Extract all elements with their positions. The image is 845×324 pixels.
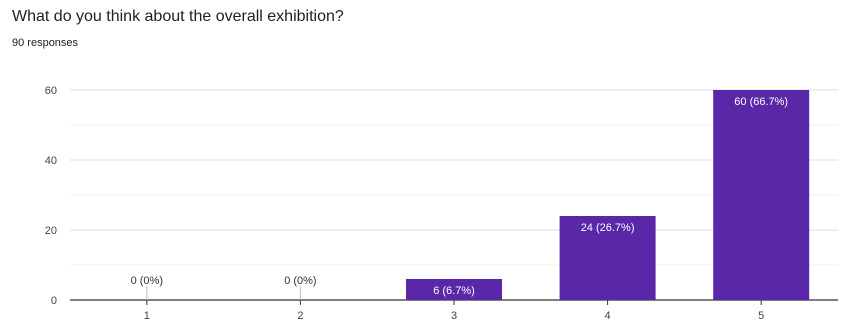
question-title: What do you think about the overall exhi…: [12, 8, 344, 25]
data-label: 60 (66.7%): [734, 96, 788, 108]
y-tick-label: 60: [45, 85, 57, 97]
y-tick-label: 0: [51, 295, 57, 307]
y-tick-label: 40: [45, 155, 57, 167]
data-label: 6 (6.7%): [433, 285, 475, 297]
x-tick-label: 5: [758, 310, 764, 322]
x-tick-label: 1: [144, 310, 150, 322]
x-tick-label: 3: [451, 310, 457, 322]
bars: [146, 90, 810, 300]
data-label: 24 (26.7%): [581, 222, 635, 234]
x-tick-label: 4: [605, 310, 611, 322]
y-tick-label: 20: [45, 225, 57, 237]
response-count: 90 responses: [12, 37, 79, 49]
x-tick-label: 2: [297, 310, 303, 322]
x-axis-ticks: 1 2 3 4 5: [144, 300, 764, 322]
data-label: 0 (0%): [284, 275, 316, 287]
bar: [406, 279, 502, 300]
bar: [559, 216, 656, 300]
grid-lines: [70, 89, 838, 301]
bar: [713, 90, 810, 300]
y-axis-ticks: 0 20 40 60: [45, 85, 57, 307]
data-label: 0 (0%): [131, 275, 163, 287]
data-labels: 0 (0%) 0 (0%) 6 (6.7%) 24 (26.7%) 60 (66.7%): [131, 96, 789, 297]
